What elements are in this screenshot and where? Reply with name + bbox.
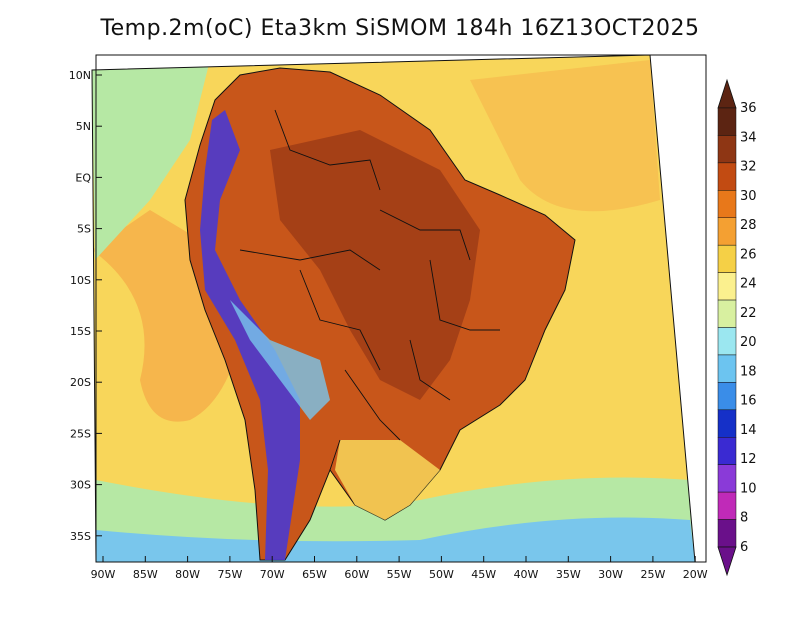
- lon-tick-label: 90W: [91, 568, 116, 581]
- lon-tick-label: 85W: [133, 568, 158, 581]
- legend-swatch: [717, 299, 737, 328]
- interior-hot-core: [270, 130, 480, 400]
- legend-label: 10: [740, 481, 757, 496]
- legend-swatch: [717, 327, 737, 356]
- lon-tick-label: 40W: [514, 568, 539, 581]
- legend-label: 32: [740, 160, 757, 175]
- border-states-southeast: [409, 339, 451, 401]
- legend-label: 26: [740, 247, 757, 262]
- atlantic-warm-field: [470, 60, 660, 212]
- country-borders: [239, 109, 500, 471]
- legend-swatch: [717, 217, 737, 246]
- legend-swatch: [717, 107, 737, 136]
- lat-tick-label: 35S: [70, 530, 91, 543]
- longitude-axis: 90W 85W 80W 75W 70W 65W 60W 55W 50W 45W 40W 35W 30W 2…: [91, 556, 708, 581]
- lat-tick-label: 20S: [70, 376, 91, 389]
- legend-label: 14: [740, 423, 757, 438]
- legend-label: 16: [740, 394, 757, 409]
- color-legend: 36 34 32 30 28 26 24 22 20 18 16 14 12 10 8 6: [717, 78, 757, 577]
- legend-label: 34: [740, 130, 757, 145]
- border-bolivia: [299, 269, 381, 371]
- border-states-central: [429, 259, 500, 331]
- map-title: Temp.2m(oC) Eta3km SiSMOM 184h 16Z13OCT2…: [100, 16, 700, 41]
- border-peru-brazil: [239, 249, 381, 271]
- legend-swatch: [717, 135, 737, 164]
- lon-tick-label: 50W: [429, 568, 454, 581]
- lon-tick-label: 80W: [175, 568, 200, 581]
- lon-tick-label: 70W: [260, 568, 285, 581]
- lat-tick-label: 15S: [70, 325, 91, 338]
- legend-label: 24: [740, 277, 757, 292]
- lon-tick-label: 30W: [598, 568, 623, 581]
- lat-tick-label: 5S: [77, 223, 91, 236]
- legend-label: 28: [740, 218, 757, 233]
- legend-swatch: [717, 382, 737, 411]
- legend-swatch: [717, 519, 737, 548]
- andes-cool-slopes: [230, 300, 330, 420]
- lon-tick-label: 65W: [302, 568, 327, 581]
- lat-tick-label: 10S: [70, 274, 91, 287]
- lon-tick-label: 45W: [471, 568, 496, 581]
- lat-tick-label: 30S: [70, 479, 91, 492]
- latitude-axis: 10N 5N EQ 5S 10S 15S 20S 25S 30S 35S: [69, 69, 102, 543]
- legend-arrow-bottom: [717, 546, 737, 577]
- southern-cold-field: [96, 517, 695, 562]
- lon-tick-label: 20W: [683, 568, 708, 581]
- legend-label: 22: [740, 306, 757, 321]
- legend-swatch: [717, 409, 737, 438]
- legend-swatch: [717, 491, 737, 520]
- border-north: [274, 109, 381, 191]
- border-paraguay: [344, 369, 401, 441]
- lon-tick-label: 60W: [344, 568, 369, 581]
- legend-label: 12: [740, 452, 757, 467]
- lon-tick-label: 75W: [217, 568, 242, 581]
- border-states-north: [379, 209, 471, 261]
- plot-frame: [95, 54, 707, 563]
- lon-tick-label: 35W: [556, 568, 581, 581]
- legend-label: 8: [740, 511, 748, 526]
- legend-swatch: [717, 437, 737, 465]
- lon-tick-label: 25W: [640, 568, 665, 581]
- legend-swatch: [717, 244, 737, 273]
- legend-label: 18: [740, 364, 757, 379]
- border-argentina: [329, 439, 341, 471]
- legend-swatch: [717, 272, 737, 301]
- legend-label: 6: [740, 540, 748, 555]
- legend-label: 30: [740, 189, 757, 204]
- legend-swatch: [717, 190, 737, 218]
- lon-tick-label: 55W: [387, 568, 412, 581]
- lat-tick-label: 5N: [76, 120, 91, 133]
- pacific-cool-field: [92, 60, 210, 260]
- legend-swatch: [717, 162, 737, 191]
- legend-label: 20: [740, 335, 757, 350]
- lat-tick-label: 25S: [70, 427, 91, 440]
- legend-swatch: [717, 464, 737, 493]
- lat-tick-label: EQ: [75, 171, 91, 184]
- southern-cone-mild: [335, 440, 440, 520]
- legend-label: 36: [740, 101, 757, 116]
- legend-arrow-top: [717, 78, 737, 109]
- legend-swatch: [717, 354, 737, 383]
- lat-tick-label: 10N: [69, 69, 91, 82]
